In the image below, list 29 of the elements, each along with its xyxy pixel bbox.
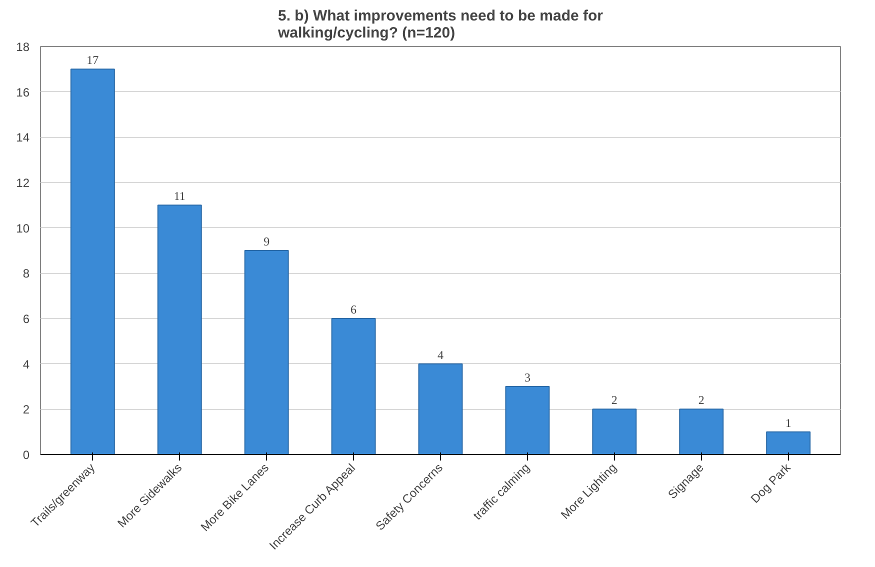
data-label: 17 <box>86 53 99 68</box>
y-tick-label: 12 <box>16 176 30 190</box>
data-label: 2 <box>698 393 704 408</box>
data-label: 1 <box>785 416 792 430</box>
bar <box>244 250 289 454</box>
bar <box>418 363 463 454</box>
chart-title: 5. b) What improvements need to be made for walking/cycling? (n=120) <box>276 8 604 42</box>
bar <box>505 386 550 454</box>
bar <box>157 204 202 454</box>
bar <box>70 68 115 454</box>
bar <box>331 318 376 454</box>
y-tick-label: 2 <box>22 402 30 417</box>
y-tick-label: 10 <box>16 221 30 236</box>
y-tick-label: 6 <box>22 312 30 326</box>
y-tick-label: 18 <box>16 40 30 54</box>
y-tick-label: 4 <box>22 357 30 372</box>
data-label: 6 <box>350 302 357 316</box>
data-label: 4 <box>438 348 444 362</box>
data-label: 9 <box>264 234 270 248</box>
data-label: 11 <box>174 189 186 204</box>
y-tick-label: 8 <box>22 266 30 281</box>
y-tick-label: 14 <box>16 130 30 145</box>
y-tick-label: 0 <box>22 448 30 462</box>
data-label: 3 <box>524 370 530 384</box>
data-label: 2 <box>611 393 618 408</box>
y-tick-label: 16 <box>16 85 30 100</box>
bar <box>679 408 724 454</box>
bar <box>766 431 811 454</box>
bar <box>592 408 637 454</box>
